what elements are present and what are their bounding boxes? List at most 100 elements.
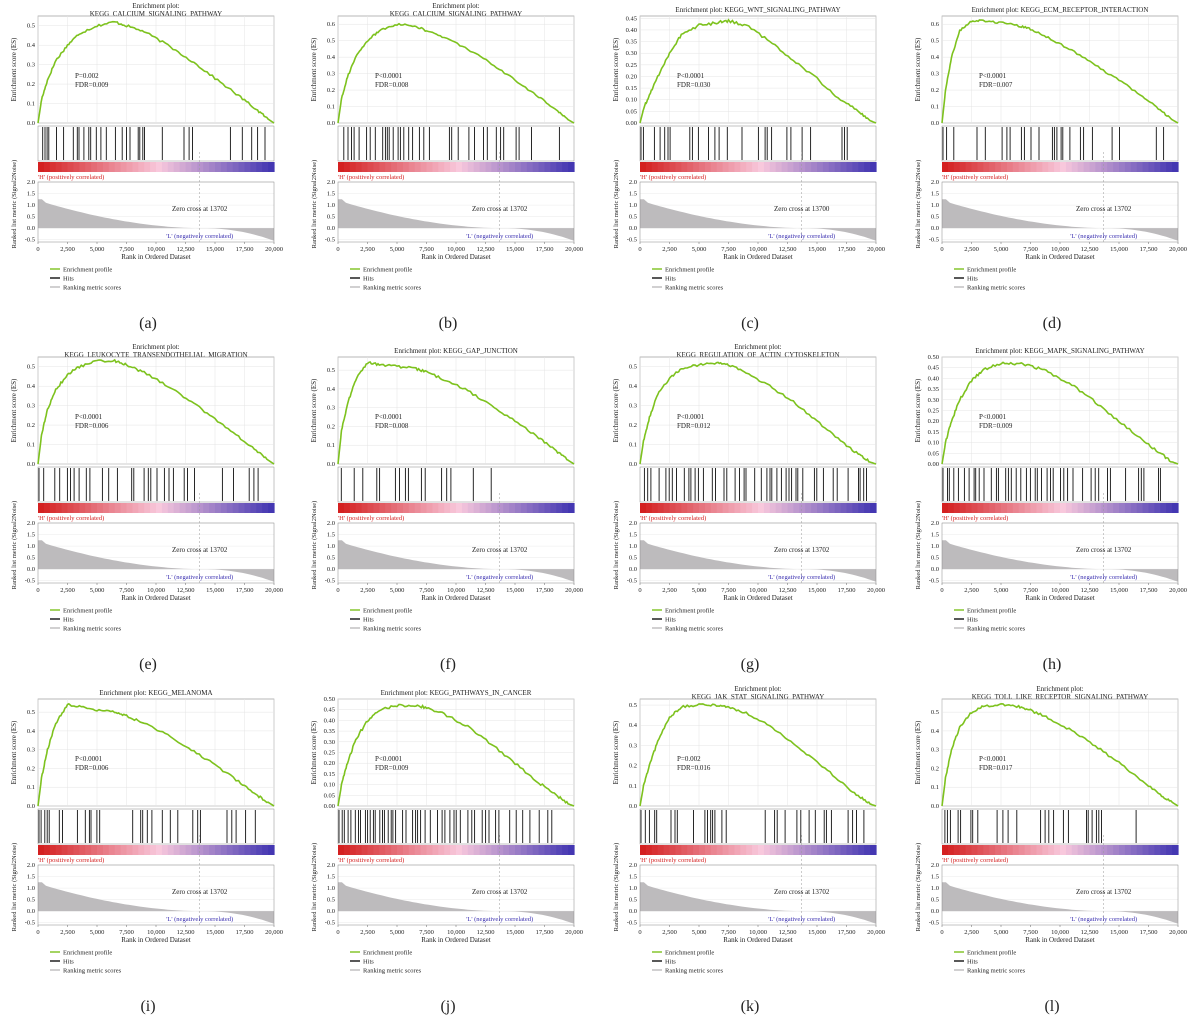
correlation-gradient-cell — [1107, 845, 1114, 855]
p-value-label: P=0.002 — [677, 755, 701, 763]
ranking-metric-area — [38, 199, 274, 241]
l-negative-label: 'L' (negatively correlated) — [768, 574, 835, 581]
correlation-gradient-cell — [799, 503, 806, 513]
correlation-gradient-cell — [763, 162, 771, 172]
l-negative-label: 'L' (negatively correlated) — [166, 233, 233, 240]
correlation-gradient-cell — [840, 162, 848, 172]
chart-title: KEGG_REGULATION_OF_ACTIN_CYTOSKELETON — [676, 351, 839, 359]
correlation-gradient-cell — [461, 503, 469, 513]
chart-title: Enrichment plot: KEGG_MELANOMA — [99, 689, 212, 697]
correlation-gradient-cell — [787, 845, 794, 855]
legend-label: Enrichment profile — [363, 608, 412, 615]
es-tick-label: 0.2 — [931, 87, 939, 94]
correlation-gradient-cell — [503, 845, 510, 855]
correlation-gradient-cell — [191, 845, 198, 855]
correlation-gradient-cell — [1095, 503, 1102, 513]
correlation-gradient-cell — [85, 503, 92, 513]
correlation-gradient-cell — [479, 503, 487, 513]
correlation-gradient-cell — [479, 162, 487, 172]
correlation-gradient-cell — [805, 162, 812, 172]
correlation-gradient-cell — [799, 845, 806, 855]
correlation-gradient-cell — [444, 503, 451, 513]
correlation-gradient-cell — [220, 503, 228, 513]
correlation-gradient-cell — [864, 845, 871, 855]
rank-tick-label: 0.5 — [327, 214, 335, 221]
correlation-gradient-cell — [185, 162, 192, 172]
rank-tick-label: 1.5 — [629, 532, 637, 539]
correlation-gradient-cell — [828, 162, 836, 172]
x-tick-label: 20,000 — [565, 246, 583, 253]
correlation-gradient-cell — [526, 845, 534, 855]
es-tick-label: 0.1 — [27, 101, 35, 108]
rank-tick-label: 1.5 — [27, 191, 35, 198]
correlation-gradient-cell — [640, 162, 647, 172]
es-tick-label: 0.25 — [626, 62, 637, 69]
rank-tick-label: 1.5 — [27, 532, 35, 539]
es-tick-label: 0.2 — [27, 765, 35, 772]
correlation-gradient-cell — [1036, 503, 1043, 513]
enrichment-profile-line — [337, 703, 575, 807]
x-tick-label: 10,000 — [749, 246, 767, 253]
es-tick-label: 0.5 — [27, 364, 35, 371]
correlation-gradient-cell — [864, 162, 871, 172]
correlation-gradient-cell — [173, 503, 181, 513]
correlation-gradient-cell — [79, 162, 86, 172]
x-tick-label: 15,000 — [1110, 587, 1128, 594]
correlation-gradient-cell — [793, 845, 800, 855]
correlation-gradient-cell — [799, 162, 806, 172]
correlation-gradient-cell — [73, 162, 80, 172]
es-tick-label: 0.3 — [629, 403, 637, 410]
p-value-label: P<0.0001 — [979, 413, 1007, 421]
es-tick-label: 0.40 — [928, 375, 939, 382]
correlation-gradient-cell — [781, 845, 789, 855]
correlation-gradient-cell — [138, 503, 145, 513]
legend-label: Enrichment profile — [967, 267, 1016, 274]
x-tick-label: 2,500 — [60, 929, 75, 936]
l-negative-label: 'L' (negatively correlated) — [466, 233, 533, 240]
x-tick-label: 17,500 — [1140, 246, 1158, 253]
correlation-gradient-cell — [161, 162, 169, 172]
correlation-gradient-cell — [1060, 845, 1067, 855]
correlation-gradient-cell — [1077, 503, 1085, 513]
es-tick-label: 0.50 — [928, 354, 939, 361]
x-tick-label: 12,500 — [177, 929, 195, 936]
x-tick-label: 17,500 — [536, 587, 554, 594]
correlation-gradient-cell — [220, 845, 228, 855]
correlation-gradient-cell — [716, 845, 724, 855]
x-tick-label: 15,000 — [506, 246, 524, 253]
panel-letter: (b) — [439, 315, 458, 332]
h-positive-label: 'H' (positively correlated) — [640, 174, 706, 181]
x-tick-label: 15,000 — [506, 587, 524, 594]
correlation-gradient-cell — [734, 162, 741, 172]
correlation-gradient-cell — [693, 845, 700, 855]
correlation-gradient-cell — [1065, 162, 1073, 172]
rank-tick-label: -0.5 — [929, 920, 939, 927]
correlation-gradient-cell — [983, 845, 990, 855]
rank-tick-label: 1.0 — [931, 202, 939, 209]
zero-cross-label: Zero cross at 13702 — [172, 546, 228, 554]
legend-label: Enrichment profile — [665, 950, 714, 957]
es-tick-label: 0.3 — [931, 71, 939, 78]
correlation-gradient-cell — [1083, 845, 1091, 855]
correlation-gradient-cell — [179, 162, 187, 172]
correlation-gradient-cell — [1130, 845, 1138, 855]
es-tick-label: 0.4 — [27, 42, 36, 49]
fdr-label: FDR=0.007 — [979, 81, 1013, 89]
correlation-gradient-cell — [568, 503, 575, 513]
correlation-gradient-cell — [995, 845, 1002, 855]
correlation-gradient-cell — [942, 162, 949, 172]
correlation-gradient-cell — [102, 162, 110, 172]
rank-tick-label: 2.0 — [629, 179, 637, 186]
legend-label: Hits — [63, 617, 74, 624]
legend-label: Enrichment profile — [665, 267, 714, 274]
ranking-metric-area — [338, 540, 574, 582]
correlation-gradient-cell — [722, 845, 730, 855]
correlation-gradient-cell — [852, 845, 859, 855]
rank-tick-label: 0.0 — [327, 566, 335, 573]
rank-tick-label: 0.5 — [931, 214, 939, 221]
correlation-gradient-cell — [232, 503, 240, 513]
correlation-gradient-cell — [834, 503, 842, 513]
correlation-gradient-cell — [1136, 503, 1144, 513]
correlation-gradient-cell — [414, 845, 422, 855]
es-tick-label: 0.0 — [327, 461, 335, 468]
